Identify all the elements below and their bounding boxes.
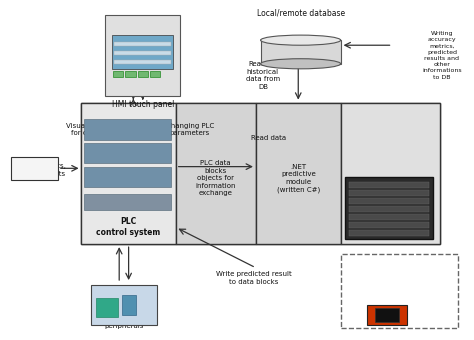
Ellipse shape xyxy=(261,35,341,45)
Bar xyxy=(112,35,173,69)
Text: postgreSQL: postgreSQL xyxy=(276,46,325,55)
Bar xyxy=(84,193,171,210)
Bar xyxy=(366,305,407,325)
Bar xyxy=(91,285,157,325)
Ellipse shape xyxy=(261,59,341,69)
Bar xyxy=(82,103,439,244)
Text: Visualizing data
for operators: Visualizing data for operators xyxy=(65,123,121,136)
Bar xyxy=(115,41,171,46)
Bar xyxy=(84,167,171,187)
Text: PLC data
blocks
objects for
information
exchange: PLC data blocks objects for information … xyxy=(196,160,236,197)
Bar xyxy=(349,230,429,236)
Bar xyxy=(105,15,181,96)
Text: Actuators and
other output
peripherals: Actuators and other output peripherals xyxy=(100,308,148,329)
Bar xyxy=(346,177,433,239)
Bar xyxy=(84,143,171,163)
Bar xyxy=(137,71,148,77)
Bar xyxy=(349,198,429,204)
Bar xyxy=(11,156,58,180)
Bar xyxy=(96,298,118,317)
Bar xyxy=(84,119,171,140)
Bar xyxy=(256,103,341,244)
Bar xyxy=(176,103,256,244)
Text: Sensors: Sensors xyxy=(19,163,49,172)
Text: Local/remote database: Local/remote database xyxy=(256,9,345,18)
Bar xyxy=(349,182,429,188)
Bar xyxy=(341,254,458,328)
Bar xyxy=(349,214,429,220)
Text: External sensors: External sensors xyxy=(364,261,436,271)
Text: Vibrodiagnostic
sensors: Vibrodiagnostic sensors xyxy=(373,279,427,293)
Bar xyxy=(115,60,171,64)
Bar xyxy=(82,103,176,244)
Text: Changing PLC
parameters: Changing PLC parameters xyxy=(166,123,214,136)
Bar xyxy=(349,222,429,228)
Bar xyxy=(150,71,160,77)
Bar xyxy=(121,295,136,315)
Text: PLC
control system: PLC control system xyxy=(97,217,161,237)
Text: Read data: Read data xyxy=(251,135,286,141)
Text: Write predicted result
to data blocks: Write predicted result to data blocks xyxy=(216,271,292,285)
Bar xyxy=(261,40,341,64)
Bar xyxy=(349,206,429,212)
Text: Reading
historical
data from
DB: Reading historical data from DB xyxy=(246,61,280,90)
Bar xyxy=(115,51,171,55)
Bar xyxy=(375,308,399,322)
Text: Writing
accuracy
metrics,
predicted
results and
other
informations
to DB: Writing accuracy metrics, predicted resu… xyxy=(422,31,462,80)
Text: Computational HW
for analytical tasks: Computational HW for analytical tasks xyxy=(357,221,423,234)
Bar xyxy=(341,103,439,244)
Text: Digital inputs,
Analog inputs: Digital inputs, Analog inputs xyxy=(17,163,66,177)
Text: HMI touch panel: HMI touch panel xyxy=(111,100,174,109)
Bar xyxy=(125,71,136,77)
Text: .NET
predictive
module
(written C#): .NET predictive module (written C#) xyxy=(277,164,320,193)
Bar xyxy=(113,71,123,77)
Bar xyxy=(349,190,429,196)
